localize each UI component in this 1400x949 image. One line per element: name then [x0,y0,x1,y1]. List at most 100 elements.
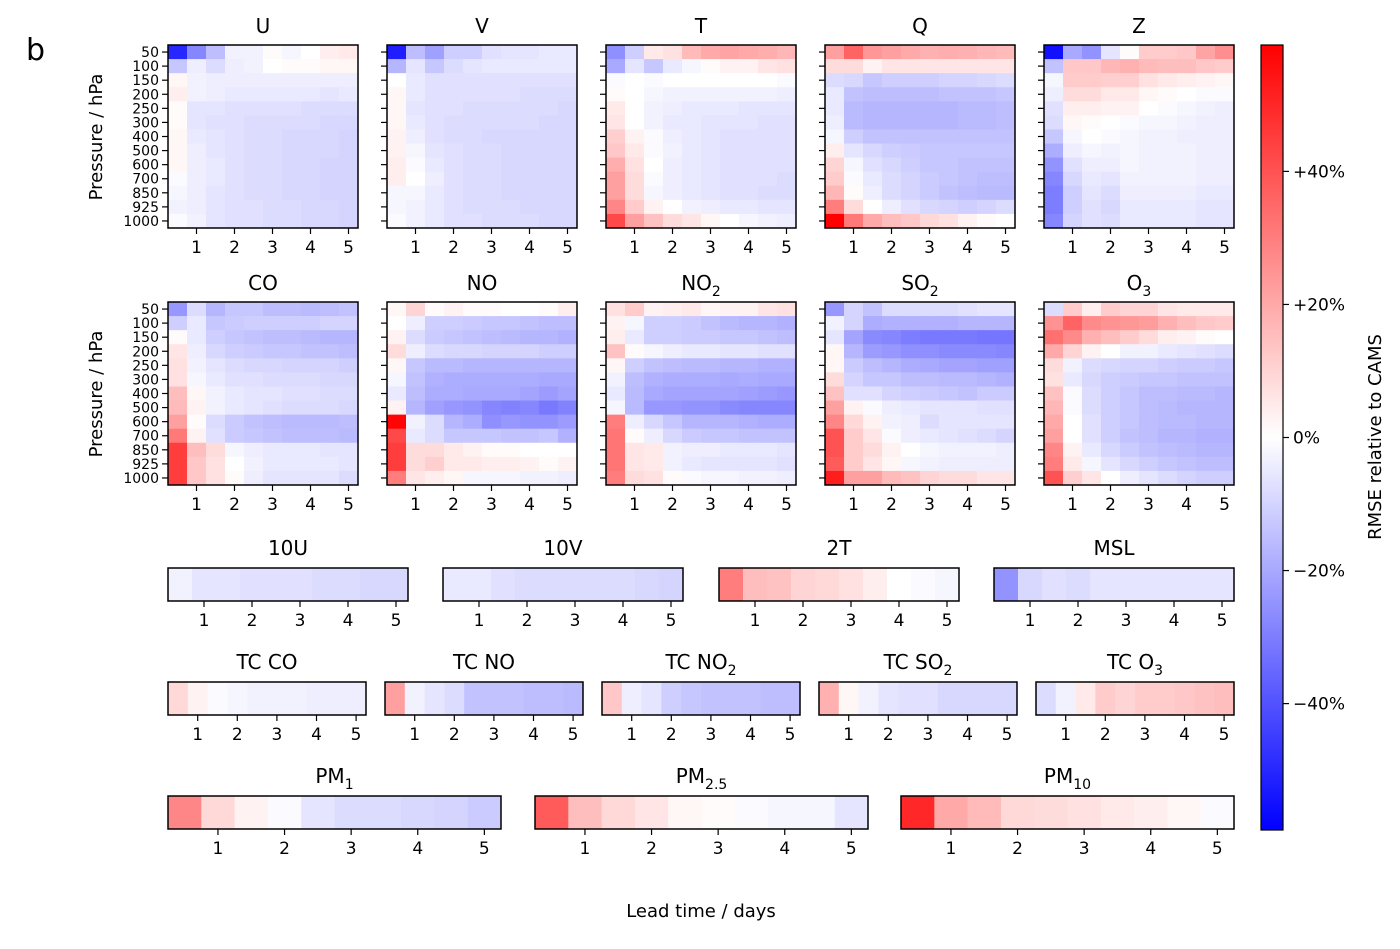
heatmap-cell [625,87,645,102]
heatmap-cell [920,101,940,116]
panel-frame [1035,681,1235,716]
heatmap-cell [1044,185,1064,201]
x-tick-label: 4 [745,725,756,745]
heatmap-cell [939,213,959,229]
heatmap-cell [1063,115,1083,130]
heatmap-cell [720,330,740,345]
heatmap-cell [406,302,426,317]
heatmap-cell [406,456,426,472]
heatmap-cell [901,400,921,416]
heatmap-cell [663,344,683,359]
panel-frame [384,681,584,716]
heatmap-cell [225,101,245,116]
heatmap-cell [901,372,921,387]
heatmap-cell [225,316,245,331]
heatmap-cell [225,358,245,373]
heatmap-cell [1139,456,1159,472]
heatmap-cell [682,157,702,173]
heatmap-cell [301,428,321,444]
heatmap-cell [758,87,778,102]
heatmap-cell [701,59,721,74]
heatmap-cell [1044,101,1064,116]
heatmap-cell [939,115,959,130]
heatmap-cell [187,157,207,173]
heatmap-cell [1215,171,1235,187]
x-tick-label: 1 [192,725,203,745]
heatmap-cell [920,143,940,159]
heatmap-cell [206,358,226,373]
heatmap-cell [937,682,959,715]
heatmap-cell [244,73,264,88]
heatmap-cell [1177,101,1197,116]
heatmap-cell [739,101,759,116]
heatmap-cell [187,372,207,387]
heatmap-cell [777,73,797,88]
heatmap-cell [463,330,483,345]
panel-frame [601,681,801,716]
y-tick-label: 500 [132,401,159,417]
heatmap-cell [1063,213,1083,229]
heatmap-cell [263,199,283,215]
heatmap-cell [1082,302,1102,317]
heatmap-cell [720,45,740,60]
heatmap-cell [606,414,626,430]
heatmap-cell [844,358,864,373]
heatmap-cell [339,372,359,387]
colorbar: +40%+20%0%−20%−40% [1260,44,1345,831]
heatmap-cell [682,59,702,74]
heatmap-cell [1063,456,1083,472]
heatmap-cell [425,470,445,486]
y-tick-label: 100 [132,316,159,332]
heatmap-cell [1101,400,1121,416]
heatmap-cell [996,59,1016,74]
panel-frame [167,567,409,602]
heatmap-cell [663,143,683,159]
heatmap-cell [463,213,483,229]
heatmap-cell [682,330,702,345]
heatmap-cell [168,386,188,402]
x-tick-label: 3 [924,495,935,515]
heatmap-cell [539,330,559,345]
heatmap-cell [168,796,202,829]
heatmap-cell [406,73,426,88]
heatmap-cell [282,344,302,359]
heatmap-cell [320,344,340,359]
heatmap-cell [844,414,864,430]
x-tick-label: 1 [1025,611,1036,631]
heatmap-cell [263,213,283,229]
heatmap-cell [682,344,702,359]
heatmap-cell [406,45,426,60]
heatmap-cell [482,171,502,187]
y-tick-label: 700 [132,172,159,188]
heatmap-cell [701,682,722,715]
heatmap-cell [720,442,740,458]
heatmap-cell [701,442,721,458]
heatmap-cell [644,386,664,402]
heatmap-cell [644,129,664,145]
panel-frame [900,795,1235,830]
heatmap-cell [482,302,502,317]
heatmap-cell [1063,101,1083,116]
heatmap-cell [996,143,1016,159]
heatmap-cell [320,115,340,130]
heatmap-cell [901,87,921,102]
heatmap-cell [701,171,721,187]
heatmap-cell [587,568,612,601]
heatmap-cell [244,129,264,145]
heatmap-cell [387,302,407,317]
x-tick-label: 5 [1217,611,1228,631]
heatmap-cell [1177,157,1197,173]
heatmap-cell [1214,682,1235,715]
heatmap-cell [539,414,559,430]
heatmap-cell [1082,372,1102,387]
heatmap-cell [320,400,340,416]
heatmap-cell [701,358,721,373]
heatmap-cell [501,45,521,60]
heatmap-cell [977,45,997,60]
heatmap-cell [939,358,959,373]
panel-title: U [256,14,271,38]
heatmap-cell [844,470,864,486]
bar-panel-2t: 2T1 2 3 4 5 [718,536,960,631]
heatmap-cell [644,115,664,130]
heatmap-panel-t: T1 2 3 4 5 [600,14,797,258]
